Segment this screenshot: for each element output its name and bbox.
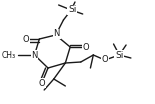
Text: N: N xyxy=(31,51,38,59)
Text: O: O xyxy=(39,79,46,87)
Text: Si: Si xyxy=(68,6,76,14)
Text: CH₃: CH₃ xyxy=(2,51,16,59)
Text: O: O xyxy=(102,56,108,64)
Text: O: O xyxy=(82,43,89,51)
Text: Si: Si xyxy=(115,51,124,59)
Text: O: O xyxy=(22,35,29,43)
Text: N: N xyxy=(53,30,60,38)
